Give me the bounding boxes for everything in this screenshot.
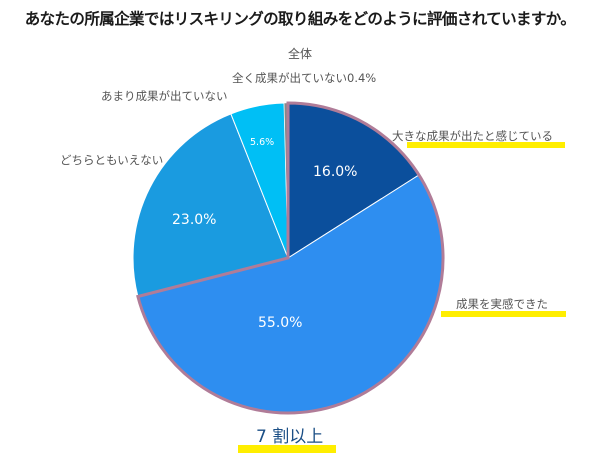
value-big: 16.0% xyxy=(313,164,358,180)
chart-subtitle: 全体 xyxy=(287,47,312,61)
marker-big xyxy=(407,142,565,148)
slice-neither xyxy=(132,113,289,298)
label-none: 全く成果が出ていない0.4% xyxy=(232,71,377,85)
chart-title: あなたの所属企業ではリスキリングの取り組みをどのように評価されていますか。 xyxy=(24,10,576,28)
marker-felt xyxy=(441,311,566,317)
label-little: あまり成果が出ていない xyxy=(101,89,228,103)
label-felt: 成果を実感できた xyxy=(456,297,548,311)
label-neither: どちらともいえない xyxy=(60,153,164,167)
label-big: 大きな成果が出たと感じている xyxy=(392,129,553,143)
marker-annotation xyxy=(238,445,336,453)
annotation-70-percent: 7 割以上 xyxy=(256,427,324,447)
value-neither: 23.0% xyxy=(172,212,217,228)
value-little: 5.6% xyxy=(250,137,275,148)
highlight-outline xyxy=(136,101,445,415)
value-felt: 55.0% xyxy=(258,315,303,331)
